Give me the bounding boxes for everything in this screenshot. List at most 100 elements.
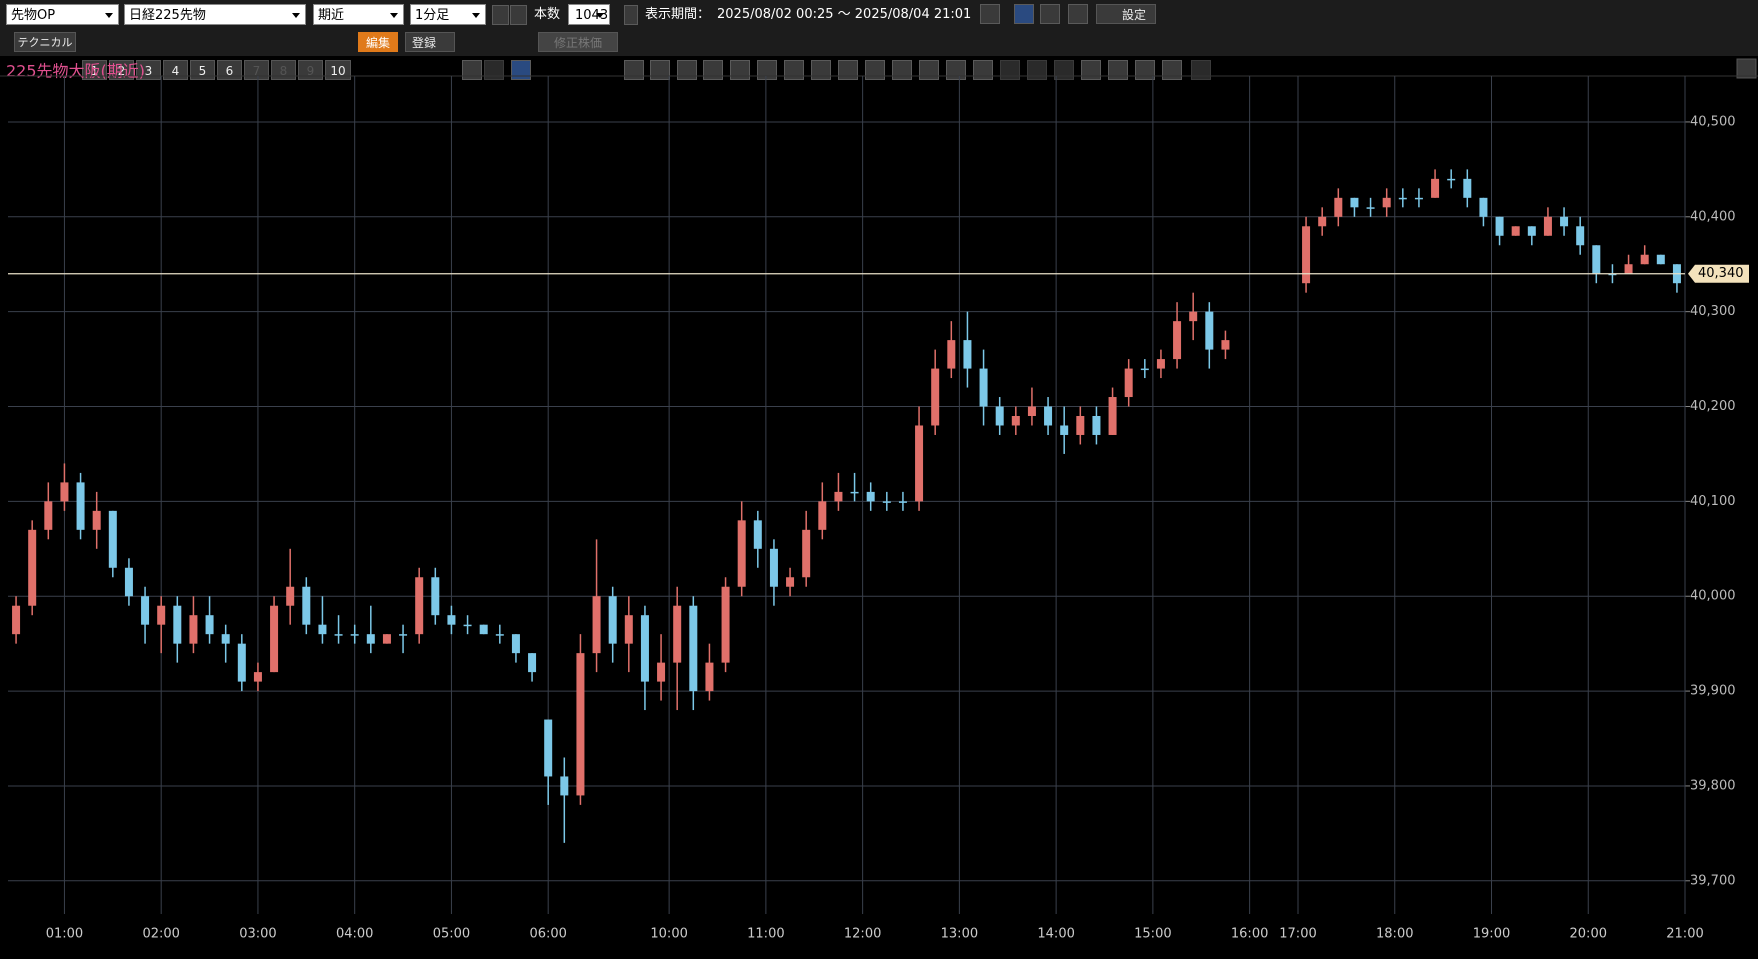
export-button[interactable] (1068, 4, 1088, 24)
print-button[interactable] (1040, 4, 1060, 24)
tool[interactable] (1135, 60, 1155, 80)
candle-body (624, 615, 633, 644)
x-tick-label: 05:00 (433, 927, 470, 942)
slot-button[interactable]: 4 (163, 60, 188, 80)
candle-body (1350, 197, 1359, 208)
candle-body (1624, 264, 1633, 274)
candle-body (124, 567, 133, 597)
candle-body (963, 340, 972, 369)
candle-body (608, 596, 617, 644)
interval-select[interactable]: 1分足 (410, 4, 486, 25)
count-input[interactable]: 1043 (568, 4, 610, 25)
collapse-button[interactable] (1736, 58, 1757, 79)
technical-button[interactable]: テクニカル (14, 32, 76, 52)
candle-body (1447, 178, 1456, 181)
candle-body (237, 643, 246, 682)
candle-body (1431, 178, 1440, 198)
tool[interactable] (919, 60, 939, 80)
period-label: 表示期間： (645, 7, 711, 22)
candle-body (995, 406, 1004, 426)
tool[interactable] (892, 60, 912, 80)
candle-body (205, 615, 214, 635)
tool[interactable] (1081, 60, 1101, 80)
edit-button[interactable]: 編集 (358, 32, 398, 52)
candle-body (1011, 416, 1020, 426)
tool[interactable] (1000, 60, 1020, 80)
candle-body (382, 634, 391, 644)
slot-button[interactable]: 5 (190, 60, 215, 80)
market-select[interactable]: 先物OP (6, 4, 119, 25)
slot-button[interactable]: 8 (271, 60, 296, 80)
candle-body (44, 501, 53, 530)
tool[interactable] (757, 60, 777, 80)
candle-body (1205, 311, 1214, 350)
slot-button[interactable]: 1 (82, 60, 107, 80)
mode-button[interactable] (1014, 4, 1034, 24)
candle-body (1656, 254, 1665, 265)
tool[interactable] (1027, 60, 1047, 80)
candle-body (1414, 197, 1423, 200)
chart-title: 225先物大阪(期近) (6, 62, 145, 81)
tool[interactable] (1054, 60, 1074, 80)
candle-body (1173, 321, 1182, 360)
tool[interactable] (811, 60, 831, 80)
tool[interactable] (1191, 60, 1211, 80)
candle-body (479, 624, 488, 635)
undo-button[interactable] (980, 4, 1000, 24)
slot-button[interactable]: 10 (325, 60, 351, 80)
x-tick-label: 13:00 (941, 927, 978, 942)
candle-body (673, 605, 682, 663)
candle-body (834, 491, 843, 502)
slot-button[interactable]: 3 (136, 60, 161, 80)
settings-button[interactable]: 設定 (1096, 4, 1156, 24)
crosshair[interactable] (511, 60, 531, 80)
tool[interactable] (650, 60, 670, 80)
count-up[interactable] (624, 5, 638, 25)
candle-body (705, 662, 714, 692)
contract-select[interactable]: 期近 (313, 4, 404, 25)
symbol-select[interactable]: 日経225先物 (124, 4, 306, 25)
slot-button[interactable]: 2 (109, 60, 134, 80)
tool[interactable] (865, 60, 885, 80)
next-button[interactable] (510, 5, 527, 25)
candle-body (1382, 197, 1391, 208)
zoom-out[interactable] (484, 60, 504, 80)
price-label: 40,340 (1698, 266, 1744, 281)
adjusted-button[interactable]: 修正株価 (538, 32, 618, 52)
candle-body (1092, 416, 1101, 435)
price-tag (1688, 264, 1749, 283)
candle-body (1527, 226, 1536, 236)
zoom-in[interactable] (462, 60, 482, 80)
candle-body (1398, 197, 1407, 200)
x-tick-label: 16:00 (1231, 927, 1268, 942)
slot-button[interactable]: 9 (298, 60, 323, 80)
tool[interactable] (838, 60, 858, 80)
tool[interactable] (677, 60, 697, 80)
x-tick-label: 18:00 (1376, 927, 1413, 942)
tool[interactable] (1162, 60, 1182, 80)
slot-button[interactable]: 6 (217, 60, 242, 80)
candle-body (1027, 406, 1036, 416)
tool[interactable] (946, 60, 966, 80)
candle-body (511, 634, 520, 654)
candle-body (270, 605, 279, 673)
tool[interactable] (624, 60, 644, 80)
tool[interactable] (1108, 60, 1128, 80)
candle-body (12, 605, 21, 635)
tool[interactable] (973, 60, 993, 80)
tool[interactable] (784, 60, 804, 80)
count-label: 本数 (534, 7, 561, 22)
candle-body (431, 577, 440, 616)
candle-body (108, 510, 117, 568)
slot-button[interactable]: 7 (244, 60, 269, 80)
register-button[interactable]: 登録 (405, 32, 455, 52)
candle-body (802, 529, 811, 578)
toolbar-2: テクニカル 1 2 3 4 5 6 7 8 9 10 編集 登録 修正株価 (0, 28, 1758, 80)
candle-body (1221, 340, 1230, 350)
prev-button[interactable] (492, 5, 509, 25)
candle-body (350, 634, 359, 636)
tool[interactable] (730, 60, 750, 80)
candle-body (1302, 226, 1311, 284)
tool[interactable] (703, 60, 723, 80)
candle-body (286, 586, 295, 606)
